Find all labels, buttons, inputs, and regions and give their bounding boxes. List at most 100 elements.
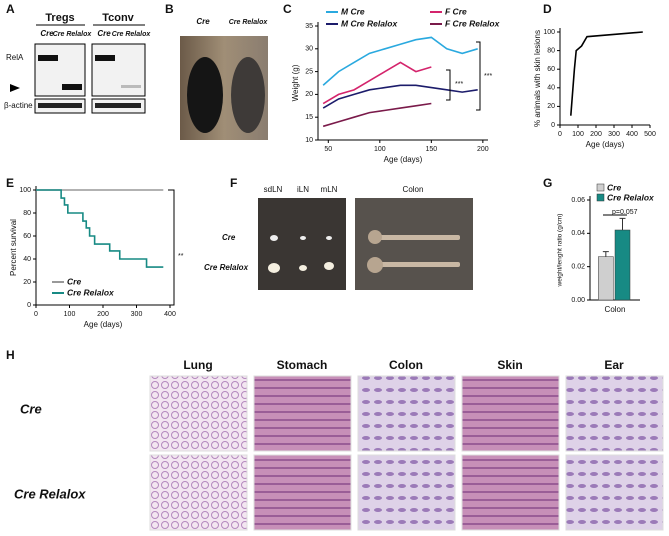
x-axis-label: Colon [605,305,626,314]
y-tick-label: 80 [23,210,31,217]
tissue-image [461,375,560,452]
bracket [446,69,451,101]
node-label: mLN [321,185,338,194]
y-tick-label: 20 [23,279,31,286]
annotation: *** [455,81,463,88]
row-label: Cre Relalox [204,263,249,272]
tissue-image [565,375,664,452]
y-tick-label: 20 [305,91,313,98]
legend-swatch [596,183,605,192]
legend-label: Cre [607,182,621,192]
y-tick-label: 30 [305,46,313,53]
x-tick-label: 100 [572,131,584,138]
annotation: ** [178,253,184,260]
tissue-image [149,375,248,452]
annotation: p=0.057 [612,209,638,216]
panel-label: H [6,348,15,362]
legend-swatch [596,193,605,202]
data-line [570,31,643,116]
lane-label: Cre [97,29,111,38]
blot-group: Tregs [45,12,74,24]
y-tick-label: 10 [305,137,313,144]
column-label: Skin [497,358,522,372]
y-tick-label: 80 [547,47,555,54]
x-tick-label: 0 [34,311,38,318]
tissue-image [565,454,664,531]
histology: Cre Cre Relalox Lung Stomach Colon Skin Ear [14,358,664,531]
node-label: sdLN [264,185,283,194]
organ-photo: sdLN iLN mLN Colon Cre Cre Relalox [204,185,473,290]
row-label: Cre [222,233,236,242]
error-bar [602,251,609,257]
annotation: *** [484,73,492,80]
y-tick-label: 60 [23,233,31,240]
y-tick-label: 0 [27,302,31,309]
row-label: Cre Relalox [14,486,86,501]
legend-label: Cre [67,276,81,286]
tissue-image [253,454,352,531]
panel-label: F [230,176,237,190]
x-tick-label: 500 [644,131,656,138]
column-label: Ear [604,358,624,372]
panel-labels: A B C D E F G H [6,2,552,362]
x-axis-label: Age (days) [586,140,625,149]
blot-group: Tconv [102,12,134,24]
error-bar [619,217,626,230]
y-tick-label: 0.00 [571,297,585,304]
row-label: Cre [20,401,42,416]
y-tick-label: 100 [19,187,31,194]
node-label: iLN [297,185,309,194]
y-axis-label: Percent survival [9,219,18,276]
lane-label: Cre [40,29,54,38]
x-tick-label: 100 [374,146,386,153]
mice-photo: Cre Cre Relalox [180,17,268,140]
y-tick-label: 40 [23,256,31,263]
x-tick-label: 50 [324,146,332,153]
legend-label: Cre Relalox [67,287,115,297]
panel-label: E [6,176,14,190]
y-tick-label: 25 [305,68,313,75]
panel-label: G [543,176,552,190]
x-tick-label: 300 [608,131,620,138]
y-tick-label: 0 [551,122,555,129]
tissue-image [461,454,560,531]
x-tick-label: 200 [590,131,602,138]
tissue-image [357,375,456,452]
legend-label: M Cre Relalox [341,18,398,28]
panel-label: B [165,2,174,16]
panel-label: D [543,2,552,16]
legend-label: F Cre Relalox [445,18,501,28]
row-label: RelA [6,53,24,62]
legend-label: F Cre [445,6,467,16]
tissue-image [357,454,456,531]
y-tick-label: 0.06 [571,197,585,204]
data-line [322,61,432,105]
data-line [322,36,478,86]
mouse-label: Cre [196,17,210,26]
y-axis-label: weight/lenght ratio (g/cm) [557,214,564,288]
y-tick-label: 0.02 [571,264,585,271]
bar [598,256,614,301]
data-line [36,189,164,268]
y-tick-label: 15 [305,114,313,121]
y-tick-label: 0.04 [571,230,585,237]
x-tick-label: 200 [97,311,109,318]
lane-label: Cre Relalox [53,31,93,38]
x-axis-label: Age (days) [384,155,423,164]
colon-label: Colon [403,185,424,194]
legend-label: Cre Relalox [607,192,655,202]
bar [614,229,631,301]
x-tick-label: 300 [131,311,143,318]
data-line [322,84,478,109]
data-line [322,102,432,128]
x-tick-label: 0 [558,131,562,138]
column-label: Stomach [277,358,328,372]
y-tick-label: 35 [305,23,313,30]
y-axis-label: % animals with skin lesions [533,30,542,127]
y-tick-label: 60 [547,66,555,73]
panel-label: A [6,2,15,16]
x-axis-label: Age (days) [84,320,123,329]
x-tick-label: 150 [425,146,437,153]
row-label: β-actine [4,101,33,110]
